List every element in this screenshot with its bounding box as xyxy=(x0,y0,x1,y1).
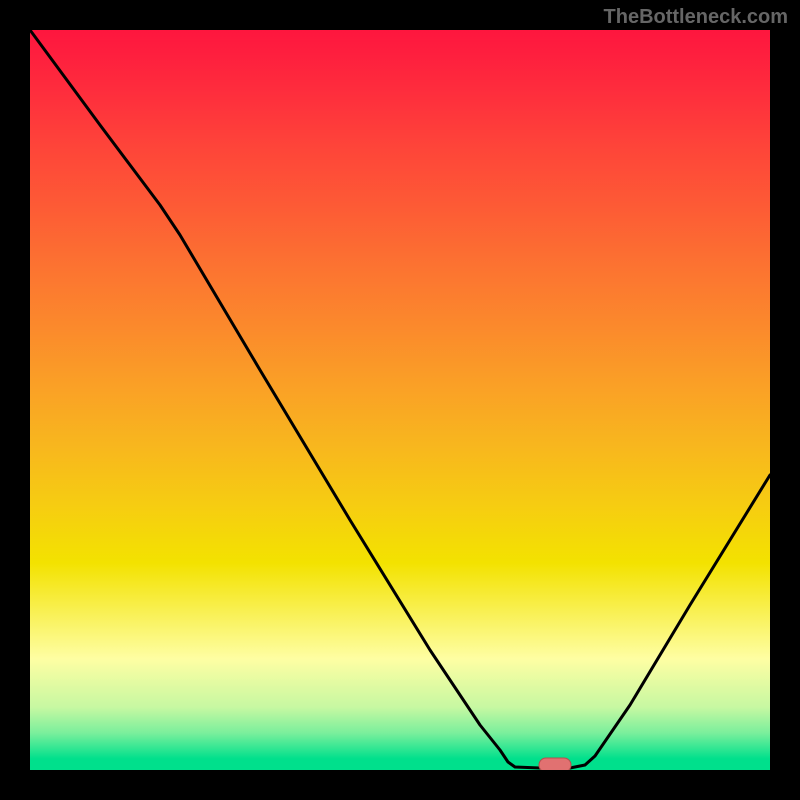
curve-layer xyxy=(30,30,770,770)
optimum-marker xyxy=(539,758,571,770)
plot-area xyxy=(30,30,770,770)
bottleneck-curve xyxy=(30,30,770,768)
watermark-text: TheBottleneck.com xyxy=(604,6,788,29)
